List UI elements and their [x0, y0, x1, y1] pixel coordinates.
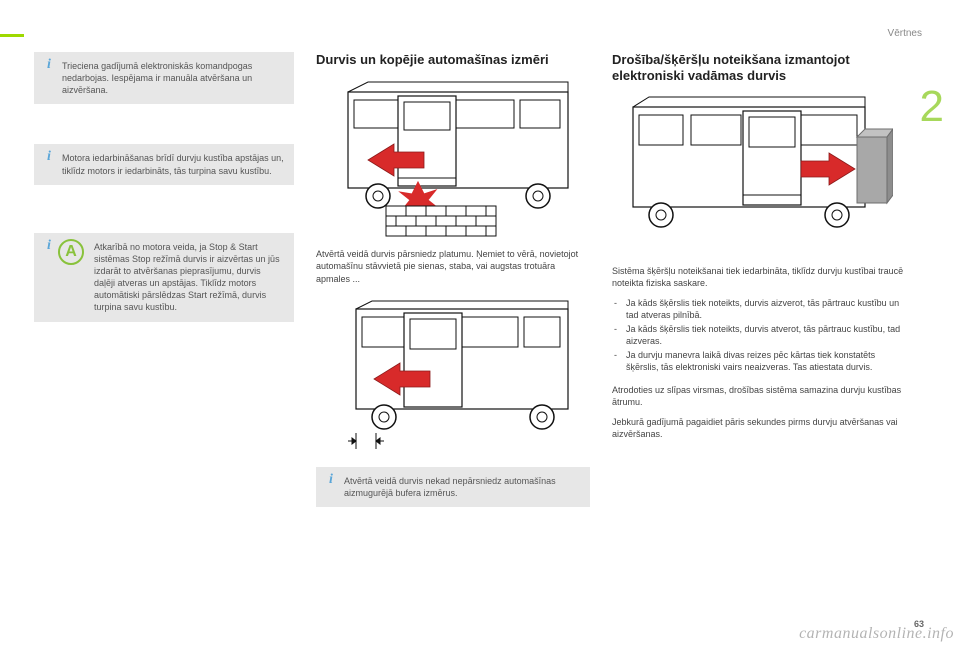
column-2: Durvis un kopējie automašīnas izmēri — [316, 52, 590, 635]
info-box-3: i A Atkarībā no motora veida, ja Stop & … — [34, 233, 294, 322]
col3-title: Drošība/šķēršļu noteikšana izmantojot el… — [612, 52, 906, 85]
info-text: Trieciena gadījumā elektroniskās komandp… — [62, 61, 252, 95]
list-item: Ja durvju manevra laikā divas reizes pēc… — [612, 349, 906, 373]
info-text: Atkarībā no motora veida, ja Stop & Star… — [94, 242, 280, 313]
info-icon: i — [324, 473, 338, 487]
info-icon: i — [42, 239, 56, 253]
col3-p2: Atrodoties uz slīpas virsmas, drošības s… — [612, 384, 906, 408]
accent-rule — [0, 34, 24, 37]
header-section: Vērtnes — [888, 28, 922, 39]
figure-door-rear — [316, 299, 590, 457]
column-3: Drošība/šķēršļu noteikšana izmantojot el… — [612, 52, 906, 635]
chapter-number: 2 — [920, 82, 944, 132]
watermark: carmanualsonline.info — [799, 625, 954, 643]
info-text: Atvērtā veidā durvis nekad nepārsniedz a… — [344, 476, 556, 498]
info-icon: i — [42, 150, 56, 164]
col3-p1: Sistēma šķēršļu noteikšanai tiek iedarbi… — [612, 265, 906, 289]
info-box-4: i Atvērtā veidā durvis nekad nepārsniedz… — [316, 467, 590, 507]
figure-door-wall — [316, 78, 590, 238]
stop-start-badge-icon: A — [58, 239, 84, 265]
col3-list: Ja kāds šķērslis tiek noteikts, durvis a… — [612, 297, 906, 376]
col2-caption-1: Atvērtā veidā durvis pārsniedz platumu. … — [316, 248, 590, 284]
list-item: Ja kāds šķērslis tiek noteikts, durvis a… — [612, 297, 906, 321]
list-item: Ja kāds šķērslis tiek noteikts, durvis a… — [612, 323, 906, 347]
info-icon: i — [42, 58, 56, 72]
page-body: i Trieciena gadījumā elektroniskās koman… — [34, 52, 906, 635]
info-box-2: i Motora iedarbināšanas brīdī durvju kus… — [34, 144, 294, 184]
col3-p3: Jebkurā gadījumā pagaidiet pāris sekunde… — [612, 416, 906, 440]
column-1: i Trieciena gadījumā elektroniskās koman… — [34, 52, 294, 635]
figure-door-obstacle — [612, 95, 906, 255]
col2-title: Durvis un kopējie automašīnas izmēri — [316, 52, 590, 68]
info-box-1: i Trieciena gadījumā elektroniskās koman… — [34, 52, 294, 104]
info-text: Motora iedarbināšanas brīdī durvju kustī… — [62, 153, 284, 175]
